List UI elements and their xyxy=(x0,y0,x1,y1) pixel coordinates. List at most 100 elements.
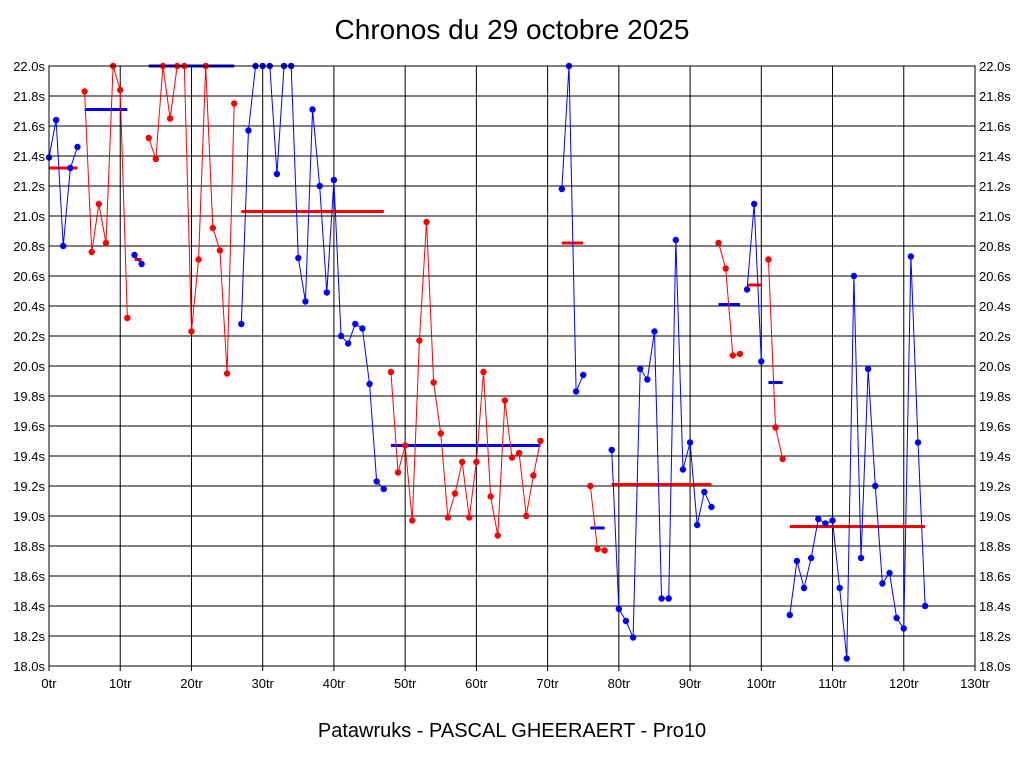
y-tick-label-right: 19.8s xyxy=(979,389,1011,404)
y-tick-label-left: 18.2s xyxy=(13,629,45,644)
data-point xyxy=(715,239,722,247)
data-point xyxy=(302,298,309,305)
y-tick-label-left: 21.0s xyxy=(13,209,45,224)
x-tick-label: 110tr xyxy=(818,676,847,691)
data-point xyxy=(815,515,822,523)
data-point xyxy=(601,547,608,554)
data-point xyxy=(74,143,81,151)
data-point xyxy=(580,371,587,379)
y-tick-label-left: 18.0s xyxy=(13,659,45,674)
y-tick-label-left: 18.6s xyxy=(13,569,45,584)
data-point xyxy=(594,545,601,553)
data-point xyxy=(886,569,893,577)
data-point xyxy=(622,617,630,625)
y-tick-label-left: 20.6s xyxy=(13,269,45,284)
data-point xyxy=(765,256,772,263)
x-tick-label: 130tr xyxy=(960,676,990,691)
data-point xyxy=(587,482,594,490)
data-point xyxy=(473,458,480,466)
y-tick-label-left: 19.4s xyxy=(13,449,45,464)
y-tick-label-right: 18.2s xyxy=(979,629,1011,644)
data-point xyxy=(822,520,829,527)
x-tick-label: 30tr xyxy=(251,676,274,691)
data-point xyxy=(124,314,131,322)
data-point xyxy=(530,472,537,479)
y-tick-label-left: 21.8s xyxy=(13,89,45,104)
data-point xyxy=(800,584,808,592)
data-point xyxy=(501,397,509,404)
data-point xyxy=(494,532,501,539)
y-tick-label-right: 19.0s xyxy=(979,509,1011,524)
y-tick-label-left: 20.8s xyxy=(13,239,45,254)
data-point xyxy=(416,337,423,344)
data-point xyxy=(394,469,402,476)
data-point xyxy=(409,517,416,524)
series-line xyxy=(611,239,712,638)
data-point xyxy=(387,368,395,376)
y-tick-label-left: 19.8s xyxy=(13,389,45,404)
data-point xyxy=(437,430,444,437)
data-point xyxy=(359,325,366,332)
data-point xyxy=(88,248,95,256)
data-point xyxy=(608,446,615,454)
data-point xyxy=(344,340,352,347)
y-tick-label-right: 20.4s xyxy=(979,299,1011,314)
x-tick-label: 20tr xyxy=(180,676,203,691)
data-point xyxy=(231,100,238,107)
data-point xyxy=(380,485,387,493)
data-point xyxy=(537,437,544,445)
data-point xyxy=(921,602,929,610)
data-point xyxy=(914,439,922,446)
series-line xyxy=(390,221,541,536)
series-line xyxy=(746,203,762,362)
data-point xyxy=(166,115,174,122)
average-lines xyxy=(49,64,926,530)
x-tick-label: 60tr xyxy=(465,676,488,691)
data-point xyxy=(508,454,516,461)
data-point xyxy=(872,482,879,490)
chart-title: Chronos du 29 octobre 2025 xyxy=(334,14,690,45)
data-point xyxy=(644,376,651,383)
x-tick-label: 100tr xyxy=(746,676,776,691)
data-point xyxy=(195,256,202,263)
data-point xyxy=(466,514,473,521)
y-tick-label-right: 21.6s xyxy=(979,119,1011,134)
y-tick-label-right: 20.0s xyxy=(979,359,1011,374)
data-point xyxy=(907,253,915,260)
data-point xyxy=(758,358,765,365)
data-point xyxy=(138,260,145,268)
data-point xyxy=(373,478,380,485)
data-point xyxy=(95,200,103,208)
data-point xyxy=(772,424,779,431)
data-point xyxy=(615,605,623,613)
data-point xyxy=(52,116,60,124)
data-point xyxy=(81,88,88,95)
data-point xyxy=(323,289,330,296)
y-tick-label-left: 19.2s xyxy=(13,479,45,494)
data-point xyxy=(829,517,836,524)
series-line xyxy=(561,65,584,392)
data-point xyxy=(480,368,487,376)
y-tick-label-right: 18.4s xyxy=(979,599,1011,614)
data-point xyxy=(857,554,865,562)
y-tick-label-left: 19.6s xyxy=(13,419,45,434)
y-tick-label-left: 18.4s xyxy=(13,599,45,614)
data-point xyxy=(572,388,580,395)
x-tick-label: 90tr xyxy=(679,676,702,691)
y-tick-label-left: 21.6s xyxy=(13,119,45,134)
y-tick-label-right: 19.2s xyxy=(979,479,1011,494)
y-tick-label-left: 21.2s xyxy=(13,179,45,194)
y-tick-label-right: 20.6s xyxy=(979,269,1011,284)
y-tick-label-right: 21.4s xyxy=(979,149,1011,164)
data-point xyxy=(295,254,302,262)
data-point xyxy=(273,170,281,178)
data-point xyxy=(658,595,665,602)
data-point xyxy=(423,218,430,226)
data-point xyxy=(223,370,231,377)
data-point xyxy=(850,272,858,280)
data-point xyxy=(515,449,523,457)
data-point xyxy=(209,224,217,232)
y-tick-label-left: 21.4s xyxy=(13,149,45,164)
data-point xyxy=(316,182,323,190)
data-point xyxy=(793,557,801,565)
